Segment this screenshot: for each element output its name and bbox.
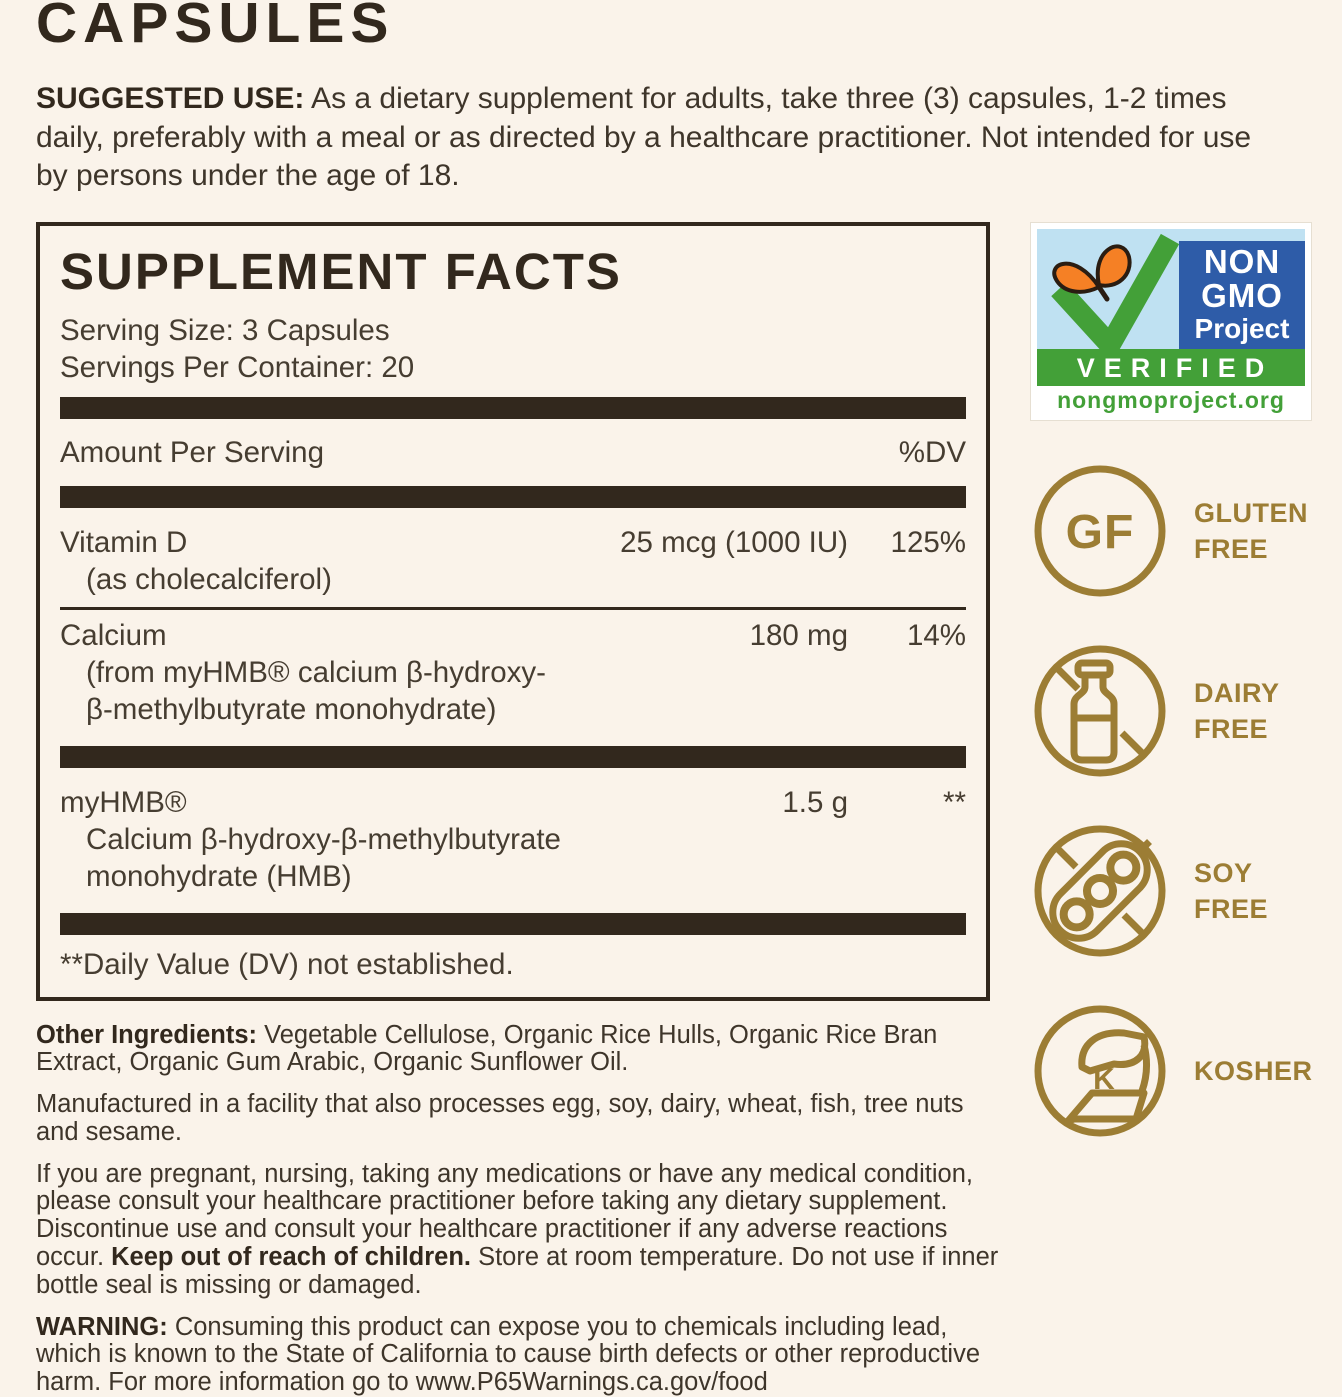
supplement-facts-title: SUPPLEMENT FACTS (60, 244, 966, 300)
nutrient-subtext: (from myHMB® calcium β-hydroxy- (60, 654, 593, 691)
soy-free-icon (1030, 821, 1170, 961)
non-gmo-word: Project (1179, 313, 1305, 345)
kosher-icon: K (1030, 1001, 1170, 1141)
nutrient-subtext: (as cholecalciferol) (60, 561, 593, 598)
thin-divider (60, 607, 966, 610)
gluten-free-icon: GF (1030, 461, 1170, 601)
nutrient-dv: ** (848, 784, 966, 895)
nutrient-name: myHMB® (60, 784, 593, 821)
non-gmo-project-badge: NON GMO Project VERIFIED nongmoproject.o… (1030, 222, 1312, 421)
supplement-label: CAPSULES SUGGESTED USE: As a dietary sup… (0, 0, 1342, 1334)
supplement-facts-panel: SUPPLEMENT FACTS Serving Size: 3 Capsule… (36, 222, 990, 1001)
badge-label: GLUTEN FREE (1194, 495, 1308, 567)
dv-header: %DV (899, 434, 966, 471)
nutrient-name: Calcium (60, 617, 593, 654)
divider-bar (60, 486, 966, 508)
svg-text:GF: GF (1066, 506, 1135, 559)
nutrient-amount: 1.5 g (593, 784, 848, 895)
divider-bar (60, 913, 966, 935)
non-gmo-badge-art: NON GMO Project (1037, 229, 1305, 349)
non-gmo-blue-box: NON GMO Project (1179, 241, 1305, 349)
kosher-badge: K KOSHER (1030, 1001, 1342, 1141)
divider-bar (60, 397, 966, 419)
divider-bar (60, 746, 966, 768)
suggested-use-label: SUGGESTED USE: (36, 82, 304, 115)
non-gmo-checkmark-butterfly-icon (1037, 229, 1187, 349)
nutrient-row-calcium: Calcium (from myHMB® calcium β-hydroxy- … (60, 612, 966, 735)
badge-label: SOY FREE (1194, 855, 1268, 927)
non-gmo-word: GMO (1179, 279, 1305, 313)
facts-header-row: Amount Per Serving %DV (60, 430, 966, 475)
other-ingredients-paragraph: Other Ingredients: Vegetable Cellulose, … (36, 1022, 1000, 1078)
nutrient-subtext: β-methylbutyrate monohydrate) (60, 691, 593, 728)
nutrient-subtext: Calcium β-hydroxy-β-methylbutyrate (60, 821, 593, 858)
non-gmo-url: nongmoproject.org (1037, 386, 1305, 414)
non-gmo-verified-band: VERIFIED (1037, 349, 1305, 386)
prop65-warning-paragraph: WARNING: Consuming this product can expo… (36, 1314, 1000, 1397)
fine-print-section: Other Ingredients: Vegetable Cellulose, … (36, 1022, 1000, 1397)
nutrient-name: Vitamin D (60, 524, 593, 561)
caution-paragraph: If you are pregnant, nursing, taking any… (36, 1161, 1000, 1300)
amount-per-serving-header: Amount Per Serving (60, 434, 324, 471)
non-gmo-word: NON (1179, 245, 1305, 279)
allergen-facility-paragraph: Manufactured in a facility that also pro… (36, 1091, 1000, 1147)
nutrient-row-myhmb: myHMB® Calcium β-hydroxy-β-methylbutyrat… (60, 779, 966, 902)
nutrient-amount: 180 mg (593, 617, 848, 728)
main-section: SUPPLEMENT FACTS Serving Size: 3 Capsule… (36, 222, 1342, 1001)
nutrient-subtext: monohydrate (HMB) (60, 858, 593, 895)
badge-label: KOSHER (1194, 1053, 1313, 1089)
certification-column: NON GMO Project VERIFIED nongmoproject.o… (1030, 222, 1342, 1141)
serving-size: Serving Size: 3 Capsules (60, 312, 966, 349)
nutrient-row-vitamin-d: Vitamin D (as cholecalciferol) 25 mcg (1… (60, 519, 966, 605)
suggested-use-paragraph: SUGGESTED USE: As a dietary supplement f… (36, 80, 1266, 196)
dv-footnote: **Daily Value (DV) not established. (60, 946, 966, 983)
nutrient-dv: 125% (848, 524, 966, 598)
gluten-free-badge: GF GLUTEN FREE (1030, 461, 1342, 601)
page-title: CAPSULES (36, 0, 1342, 54)
dairy-free-badge: DAIRY FREE (1030, 641, 1342, 781)
nutrient-amount: 25 mcg (1000 IU) (593, 524, 848, 598)
soy-free-badge: SOY FREE (1030, 821, 1342, 961)
servings-per-container: Servings Per Container: 20 (60, 349, 966, 386)
dairy-free-icon (1030, 641, 1170, 781)
badge-label: DAIRY FREE (1194, 675, 1280, 747)
nutrient-dv: 14% (848, 617, 966, 728)
svg-text:K: K (1093, 1063, 1115, 1096)
